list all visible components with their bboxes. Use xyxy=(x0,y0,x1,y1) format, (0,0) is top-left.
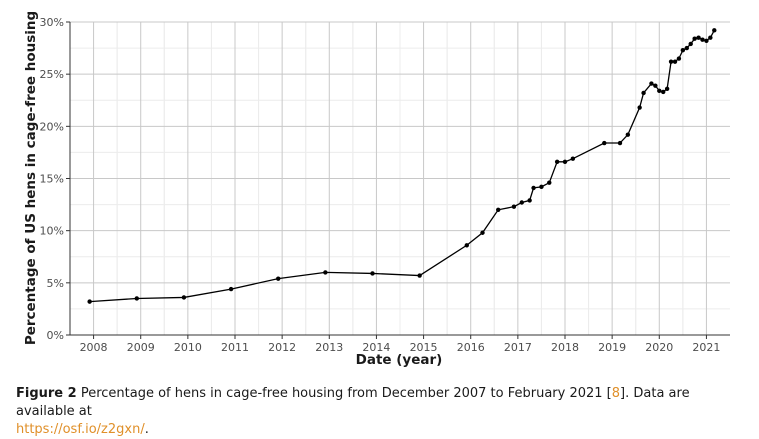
data-point xyxy=(637,105,642,110)
caption-text: Percentage of hens in cage-free housing … xyxy=(76,386,612,401)
data-point xyxy=(617,140,623,146)
data-link[interactable]: https://osf.io/z2gxn/ xyxy=(16,422,145,437)
x-tick-label: 2014 xyxy=(362,341,390,354)
data-point xyxy=(696,35,701,40)
data-point xyxy=(370,271,375,276)
data-point xyxy=(539,184,544,190)
axis-frame xyxy=(66,21,730,339)
series-cage-free xyxy=(87,28,717,304)
x-tick-labels: 2008 2009 2010 2011 2012 2013 2014 2015 2016 2017… xyxy=(80,341,721,354)
x-tick-label: 2018 xyxy=(551,341,579,354)
y-tick-labels: 0% 5% 10% 15% 20% 25% 30% xyxy=(40,16,64,342)
figure-caption: Figure 2 Percentage of hens in cage-free… xyxy=(16,385,746,439)
y-tick-label: 0% xyxy=(47,329,64,342)
x-tick-label: 2011 xyxy=(221,341,249,354)
figure-label: Figure 2 xyxy=(16,386,77,401)
data-point xyxy=(692,36,697,41)
data-point xyxy=(661,89,666,95)
y-tick-label: 15% xyxy=(40,173,64,186)
y-tick-label: 5% xyxy=(47,277,64,290)
data-point xyxy=(276,276,281,281)
data-point xyxy=(653,83,658,88)
x-tick-label: 2015 xyxy=(410,341,438,354)
x-tick-label: 2009 xyxy=(127,341,155,354)
data-point xyxy=(134,296,139,301)
data-point xyxy=(680,47,686,53)
x-tick-label: 2013 xyxy=(315,341,343,354)
data-point xyxy=(531,185,536,191)
data-point xyxy=(519,200,524,205)
x-tick-label: 2019 xyxy=(598,341,626,354)
x-tick-label: 2008 xyxy=(80,341,108,354)
data-point xyxy=(511,204,517,209)
data-point xyxy=(664,86,670,91)
x-tick-label: 2017 xyxy=(504,341,532,354)
line-chart: 0% 5% 10% 15% 20% 25% 30% 2008 2009 2010 2011 2012… xyxy=(23,11,730,368)
data-point xyxy=(708,35,713,40)
data-point xyxy=(562,159,568,165)
data-point xyxy=(554,159,560,165)
x-axis-title: Date (year) xyxy=(356,352,443,368)
data-point xyxy=(570,156,576,161)
data-point xyxy=(668,59,674,64)
y-tick-label: 10% xyxy=(40,225,64,238)
x-tick-label: 2010 xyxy=(174,341,202,354)
x-tick-label: 2016 xyxy=(457,341,485,354)
caption-text-2: ]. Data are available at xyxy=(16,386,690,419)
data-point xyxy=(688,41,693,47)
data-point xyxy=(87,299,92,304)
data-point xyxy=(181,295,187,300)
data-point xyxy=(625,132,631,137)
reference-link[interactable]: 8 xyxy=(611,386,621,401)
data-point xyxy=(704,38,709,43)
data-point xyxy=(657,88,662,94)
data-point xyxy=(464,243,469,248)
x-tick-label: 2012 xyxy=(268,341,296,354)
data-point xyxy=(323,270,328,275)
y-axis-title: Percentage of US hens in cage-free housi… xyxy=(23,11,39,345)
data-point xyxy=(527,198,532,203)
data-point xyxy=(700,37,705,42)
data-point xyxy=(417,273,422,278)
data-point xyxy=(641,90,646,96)
x-tick-label: 2021 xyxy=(692,341,720,354)
data-point xyxy=(496,207,501,212)
data-point xyxy=(676,56,682,61)
series-line xyxy=(89,30,715,303)
y-tick-label: 30% xyxy=(40,16,64,29)
caption-end: . xyxy=(144,422,149,437)
x-tick-label: 2020 xyxy=(645,341,673,354)
data-point xyxy=(712,28,717,33)
data-point xyxy=(480,230,485,235)
data-point xyxy=(649,81,654,86)
y-tick-label: 20% xyxy=(40,120,64,133)
data-point xyxy=(684,45,689,51)
data-point xyxy=(602,140,607,146)
data-point xyxy=(547,180,552,185)
data-point xyxy=(228,286,234,292)
data-point xyxy=(672,59,678,64)
y-tick-label: 25% xyxy=(40,68,64,81)
